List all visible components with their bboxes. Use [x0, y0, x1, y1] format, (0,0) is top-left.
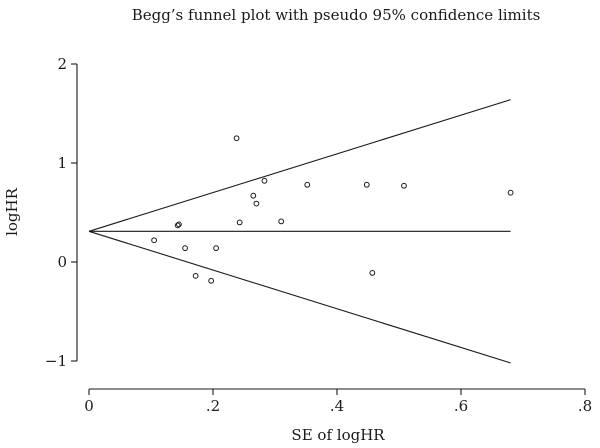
funnel-lines: [88, 99, 511, 364]
study-point: [182, 245, 189, 252]
y-tick-label: 0: [57, 253, 67, 271]
study-point: [507, 189, 514, 196]
x-tick-label: .8: [578, 397, 592, 415]
study-point: [363, 181, 370, 188]
study-point: [369, 269, 376, 276]
x-tick-label: .6: [454, 397, 468, 415]
study-point: [278, 218, 285, 225]
x-tick-label: 0: [84, 397, 94, 415]
study-point: [236, 219, 243, 226]
study-point: [233, 135, 240, 142]
study-point: [401, 182, 407, 189]
study-point: [176, 221, 182, 228]
study-point: [261, 177, 268, 184]
y-axis-label: logHR: [3, 187, 21, 236]
study-point: [250, 192, 257, 199]
study-point: [174, 222, 181, 229]
study-point: [192, 272, 199, 279]
data-points: [151, 135, 514, 284]
y-tick-label: −1: [45, 352, 67, 370]
study-point: [151, 237, 158, 244]
study-point: [253, 200, 260, 207]
study-point: [304, 181, 311, 188]
lower-confidence-limit-line: [88, 230, 511, 364]
y-tick-label: 2: [57, 55, 67, 73]
study-point: [208, 277, 215, 284]
upper-confidence-limit-line: [88, 99, 511, 232]
study-point: [213, 245, 220, 252]
y-tick-label: 1: [57, 154, 67, 172]
x-tick-label: .4: [330, 397, 344, 415]
x-axis-label: SE of logHR: [291, 426, 385, 444]
chart-title: Begg’s funnel plot with pseudo 95% confi…: [132, 6, 541, 24]
x-tick-label: .2: [206, 397, 220, 415]
axes: −1 0 1 2 0 .2 .4 .6 .8: [45, 55, 592, 415]
